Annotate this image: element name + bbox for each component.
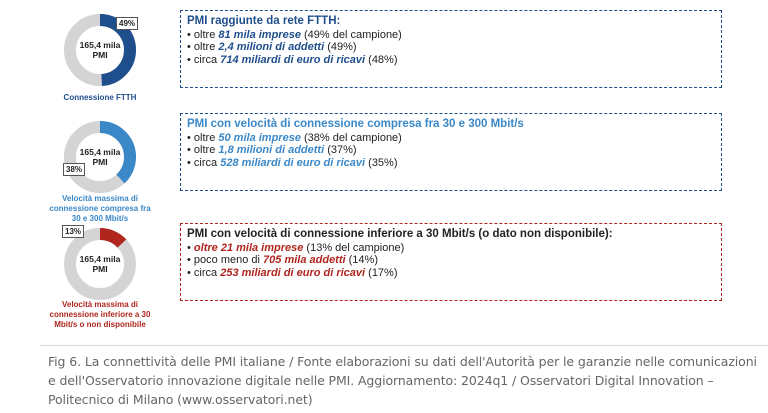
donut-30-300-center-line1: 165,4 mila xyxy=(80,147,121,157)
donut-30-300-caption-line: 30 e 300 Mbit/s xyxy=(71,214,129,223)
donut-under-30-caption: Velocità massima di connessione inferior… xyxy=(45,300,155,330)
item-highlight: oltre 21 mila imprese xyxy=(193,241,304,254)
donut-ftth-center-line1: 165,4 mila xyxy=(80,40,121,50)
item-highlight: 528 miliardi di euro di ricavi xyxy=(220,156,366,169)
item-highlight: 253 miliardi di euro di ricavi xyxy=(220,266,366,279)
list-item: circa 253 miliardi di euro di ricavi (17… xyxy=(187,267,715,280)
item-text: (49%) xyxy=(324,41,357,53)
item-text: (38% del campione) xyxy=(300,131,402,144)
donut-ftth-arc xyxy=(64,14,136,86)
donut-30-300-caption: Velocità massima di connessione compresa… xyxy=(45,194,155,224)
donut-under-30-svg: 165,4 mila PMI xyxy=(64,228,136,300)
list-item: oltre 81 mila imprese (49% del campione) xyxy=(187,29,715,42)
donut-under-30-center-line2: PMI xyxy=(92,264,107,274)
donut-under-30-arc xyxy=(64,228,136,300)
divider xyxy=(40,345,768,346)
info-box-ftth-title: PMI raggiunte da rete FTTH: xyxy=(187,15,341,27)
donut-30-300-badge: 38% xyxy=(63,163,86,176)
info-box-under-30: PMI con velocità di connessione inferior… xyxy=(180,223,722,301)
list-item: oltre 50 mila imprese (38% del campione) xyxy=(187,132,715,145)
item-text: (48%) xyxy=(365,53,398,66)
donut-ftth-badge: 49% xyxy=(116,17,139,30)
donut-30-300-center-line2: PMI xyxy=(92,157,107,167)
info-box-ftth: PMI raggiunte da rete FTTH: oltre 81 mil… xyxy=(180,10,722,88)
item-text: oltre xyxy=(193,144,219,156)
list-item: poco meno di 705 mila addetti (14%) xyxy=(187,254,715,267)
item-highlight: 81 mila imprese xyxy=(218,28,301,41)
item-text: (13% del campione) xyxy=(303,241,405,254)
item-text: poco meno di xyxy=(193,254,264,266)
info-box-30-300-title: PMI con velocità di connessione compresa… xyxy=(187,118,524,130)
item-text: (49% del campione) xyxy=(300,28,402,41)
donut-under-30-caption-line: connessione inferiore a 30 xyxy=(49,310,151,319)
list-item: oltre 21 mila imprese (13% del campione) xyxy=(187,242,715,255)
donut-30-300-caption-line: connessione compresa fra xyxy=(49,204,151,213)
donut-30-300-svg: 165,4 mila PMI xyxy=(64,121,136,193)
donut-ftth: 165,4 mila PMI xyxy=(60,10,140,90)
donut-under-30-badge: 13% xyxy=(62,225,85,238)
item-highlight: 50 mila imprese xyxy=(218,131,301,144)
item-text: (35%) xyxy=(365,156,398,169)
info-box-under-30-list: oltre 21 mila imprese (13% del campione)… xyxy=(187,242,715,280)
donut-under-30-center-line1: 165,4 mila xyxy=(80,254,121,264)
donut-30-300: 165,4 mila PMI xyxy=(60,117,140,197)
item-highlight: 2,4 milioni di addetti xyxy=(218,41,325,53)
item-text: circa xyxy=(193,53,221,66)
item-text: (17%) xyxy=(365,266,398,279)
donut-ftth-caption: Connessione FTTH xyxy=(55,93,145,103)
item-text: circa xyxy=(193,156,221,169)
donut-ftth-caption-line: Connessione FTTH xyxy=(63,93,137,102)
item-text: circa xyxy=(193,266,221,279)
donut-30-300-caption-line: Velocità massima di xyxy=(61,194,139,203)
info-box-30-300: PMI con velocità di connessione compresa… xyxy=(180,113,722,191)
item-text: (14%) xyxy=(345,254,378,266)
donut-ftth-svg: 165,4 mila PMI xyxy=(64,14,136,86)
item-text: oltre xyxy=(193,28,219,41)
item-text: oltre xyxy=(193,131,219,144)
list-item: circa 714 miliardi di euro di ricavi (48… xyxy=(187,54,715,67)
donut-ftth-center-line2: PMI xyxy=(92,50,107,60)
figure-caption: Fig 6. La connettività delle PMI italian… xyxy=(48,354,757,407)
item-highlight: 1,8 milioni di addetti xyxy=(218,144,325,156)
info-box-under-30-title: PMI con velocità di connessione inferior… xyxy=(187,228,613,240)
info-box-ftth-list: oltre 81 mila imprese (49% del campione)… xyxy=(187,29,715,67)
donut-under-30-caption-line: Velocità massima di xyxy=(61,300,139,309)
list-item: circa 528 miliardi di euro di ricavi (35… xyxy=(187,157,715,170)
donut-under-30: 165,4 mila PMI xyxy=(60,224,140,304)
info-box-30-300-list: oltre 50 mila imprese (38% del campione)… xyxy=(187,132,715,170)
list-item: oltre 1,8 milioni di addetti (37%) xyxy=(187,144,715,157)
list-item: oltre 2,4 milioni di addetti (49%) xyxy=(187,41,715,54)
item-text: oltre xyxy=(193,41,219,53)
item-highlight: 714 miliardi di euro di ricavi xyxy=(220,53,366,66)
donut-30-300-arc xyxy=(64,121,136,193)
item-text: (37%) xyxy=(324,144,357,156)
item-highlight: 705 mila addetti xyxy=(263,254,346,266)
donut-under-30-caption-line: Mbit/s o non disponibile xyxy=(54,320,146,329)
